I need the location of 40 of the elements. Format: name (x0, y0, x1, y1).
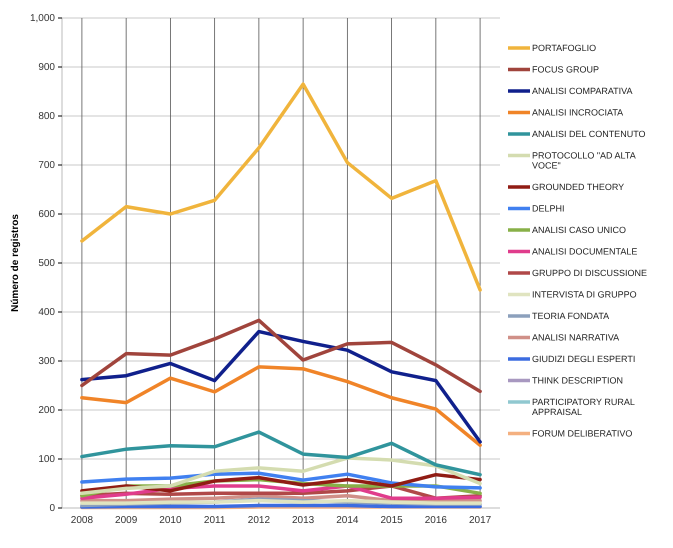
y-tick-label: 900 (38, 62, 56, 74)
y-tick-label: 200 (38, 405, 56, 416)
legend-label: ANALISI DOCUMENTALE (532, 246, 638, 257)
y-tick-label: 500 (38, 258, 56, 270)
x-tick-label: 2016 (424, 515, 448, 526)
legend-label: PARTICIPATORY RURAL APPRAISAL (532, 397, 635, 418)
legend-label: ANALISI DEL CONTENUTO (532, 129, 646, 140)
y-tick-label: 1,000 (30, 13, 56, 24)
x-tick-label: 2009 (115, 515, 138, 526)
legend-label: ANALISI COMPARATIVA (532, 86, 633, 96)
x-tick-label: 2013 (292, 515, 315, 526)
legend-label: THINK DESCRIPTION (532, 376, 624, 386)
x-tick-label: 2017 (468, 515, 492, 526)
y-tick-label: 800 (38, 111, 56, 122)
legend-label: FOCUS GROUP (532, 64, 600, 75)
legend-label: GROUNDED THEORY (532, 182, 624, 192)
x-tick-label: 2014 (336, 515, 359, 526)
x-tick-label: 2010 (159, 515, 182, 526)
legend-label: GRUPPO DI DISCUSSIONE (532, 268, 648, 278)
y-axis-title: Número de registros (10, 214, 21, 312)
y-tick-label: 300 (38, 356, 56, 368)
legend-label: DELPHI (532, 204, 565, 214)
legend-label: INTERVISTA DI GRUPPO (532, 290, 637, 300)
legend-label: PORTAFOGLIO (532, 43, 596, 54)
x-tick-label: 2012 (248, 515, 270, 526)
legend-label: TEORIA FONDATA (532, 311, 610, 322)
y-tick-label: 400 (38, 307, 56, 318)
x-tick-label: 2015 (380, 515, 404, 526)
y-tick-label: 700 (38, 160, 56, 172)
legend-label: FORUM DELIBERATIVO (532, 428, 632, 439)
legend-label: GIUDIZI DEGLI ESPERTI (532, 354, 636, 364)
legend-label: PROTOCOLLO "AD ALTA VOCE" (532, 150, 636, 171)
legend-label: ANALISI CASO UNICO (532, 225, 626, 236)
x-tick-label: 2011 (204, 515, 226, 526)
x-tick-label: 2008 (70, 515, 94, 526)
legend-label: ANALISI NARRATIVA (532, 332, 620, 343)
y-tick-label: 100 (38, 454, 56, 466)
y-tick-label: 600 (38, 209, 56, 220)
legend-label: ANALISI INCROCIATA (532, 108, 624, 118)
y-tick-label: 0 (49, 503, 56, 514)
